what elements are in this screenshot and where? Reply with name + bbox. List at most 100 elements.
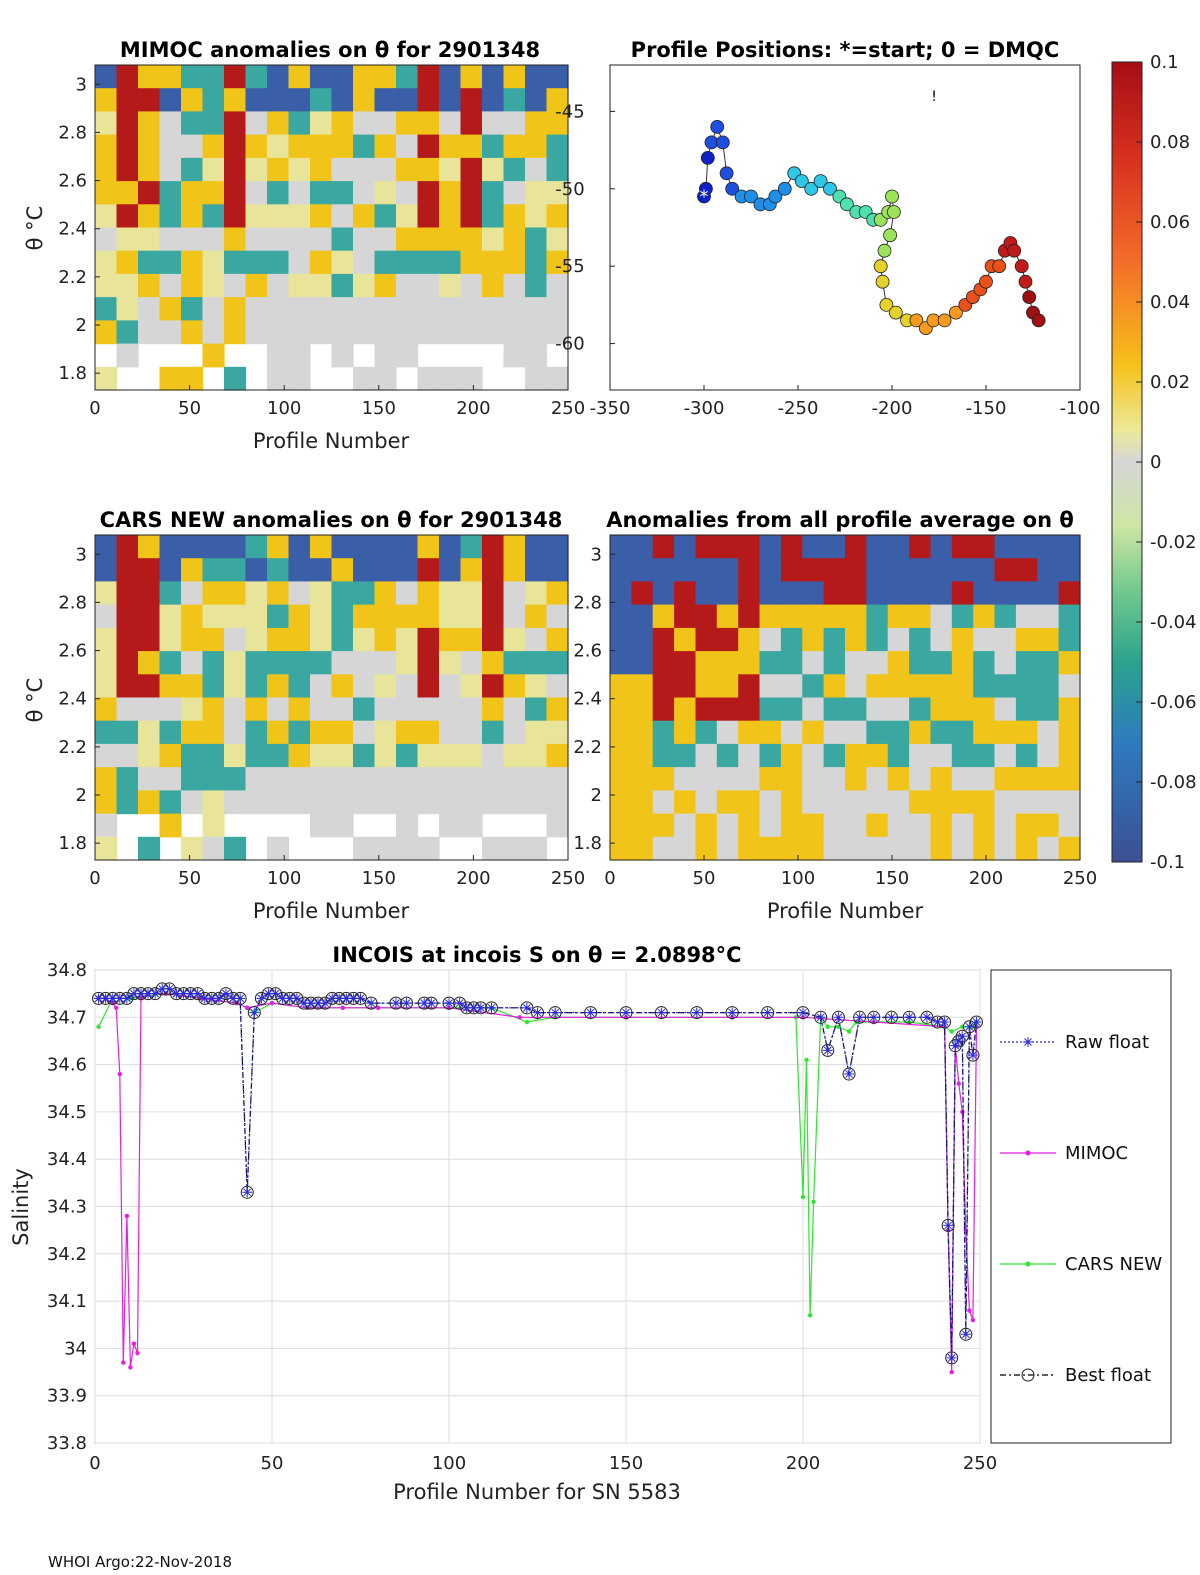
heat-cell bbox=[417, 697, 440, 722]
series-point bbox=[475, 1002, 486, 1013]
heat-cell bbox=[482, 320, 505, 345]
heat-cell bbox=[288, 767, 311, 791]
heat-cell bbox=[159, 813, 182, 838]
heat-cell bbox=[396, 65, 419, 89]
heat-cell bbox=[353, 581, 376, 606]
heat-cell bbox=[738, 674, 761, 699]
heat-cell bbox=[674, 790, 697, 815]
heat-cell bbox=[738, 790, 761, 815]
heat-cell bbox=[181, 320, 204, 345]
heat-cell bbox=[288, 366, 311, 391]
heat-cell bbox=[759, 813, 782, 838]
heat-cell bbox=[439, 627, 462, 652]
series-point bbox=[656, 1007, 667, 1018]
heat-cell bbox=[374, 366, 397, 391]
heat-cell bbox=[439, 790, 462, 815]
heat-cell bbox=[652, 813, 675, 838]
heat-cell bbox=[994, 674, 1017, 699]
heat-cell bbox=[202, 88, 225, 112]
mimoc-y-ticks: 1.8 2 2.2 2.4 2.6 2.8 3 bbox=[58, 74, 100, 384]
average-x-ticks: 0 50 100 150 200 250 bbox=[604, 855, 1097, 889]
series-point bbox=[815, 1012, 826, 1023]
heat-cell bbox=[288, 297, 311, 321]
heat-cell bbox=[288, 790, 311, 815]
heat-cell bbox=[374, 65, 397, 89]
heat-cell bbox=[610, 720, 632, 745]
heat-cell bbox=[652, 720, 675, 745]
heat-cell bbox=[439, 366, 462, 391]
heat-cell bbox=[674, 767, 697, 791]
series-point bbox=[242, 1187, 253, 1198]
heat-cell bbox=[310, 204, 333, 229]
heat-cell bbox=[631, 790, 654, 815]
heat-cell bbox=[267, 111, 290, 136]
y-tick-label: 34.8 bbox=[47, 960, 87, 981]
heat-cell bbox=[652, 790, 675, 815]
heat-cell bbox=[331, 204, 354, 229]
heat-cell bbox=[695, 651, 718, 675]
heat-cell bbox=[546, 790, 569, 815]
heat-cell bbox=[159, 111, 182, 136]
heat-cell bbox=[1058, 720, 1081, 745]
average-heatmap bbox=[610, 535, 1081, 861]
heat-cell bbox=[417, 720, 440, 745]
series-point bbox=[517, 1015, 522, 1020]
colorbar-tick-label: -0.02 bbox=[1150, 532, 1197, 553]
heat-cell bbox=[138, 204, 161, 229]
heat-cell bbox=[224, 250, 247, 275]
x-tick-label: 150 bbox=[875, 868, 909, 889]
heat-cell bbox=[245, 65, 268, 89]
heat-cell bbox=[503, 558, 526, 582]
heat-cell bbox=[994, 813, 1017, 838]
heat-cell bbox=[267, 366, 290, 391]
heat-cell bbox=[631, 558, 654, 582]
series-point bbox=[249, 1007, 260, 1018]
x-tick-label: 250 bbox=[963, 1453, 997, 1474]
heat-cell bbox=[546, 743, 569, 768]
heat-cell bbox=[759, 604, 782, 629]
heat-cell bbox=[374, 111, 397, 136]
colorbar-tick-label: 0.02 bbox=[1150, 372, 1190, 393]
heat-cell bbox=[866, 720, 889, 745]
y-tick-label: 34.6 bbox=[47, 1055, 87, 1076]
heat-cell bbox=[439, 273, 462, 298]
heat-cell bbox=[138, 273, 161, 298]
heat-cell bbox=[1037, 697, 1060, 722]
legend-marker bbox=[1025, 1261, 1031, 1267]
series-point bbox=[621, 1007, 631, 1018]
y-tick-label: -45 bbox=[555, 101, 584, 122]
heat-cell bbox=[396, 250, 419, 275]
heat-cell bbox=[460, 297, 483, 321]
heat-cell bbox=[845, 720, 867, 745]
heat-cell bbox=[802, 627, 825, 652]
heat-cell bbox=[525, 111, 548, 136]
series-point bbox=[117, 1071, 122, 1077]
footer-credit: WHOI Argo:22-Nov-2018 bbox=[48, 1553, 232, 1571]
heat-cell bbox=[116, 627, 139, 652]
heat-cell bbox=[759, 627, 782, 652]
heat-cell bbox=[652, 651, 675, 675]
colorbar-tick-label: -0.08 bbox=[1150, 772, 1197, 793]
heat-cell bbox=[674, 627, 697, 652]
heat-cell bbox=[482, 250, 505, 275]
heat-cell bbox=[288, 627, 311, 652]
profile-position-point bbox=[1031, 313, 1046, 328]
heat-cell bbox=[224, 297, 247, 321]
heat-cell bbox=[267, 581, 290, 606]
y-tick-label: 2.2 bbox=[58, 737, 87, 758]
heat-cell bbox=[802, 813, 825, 838]
heat-cell bbox=[802, 836, 825, 861]
heat-cell bbox=[267, 204, 290, 229]
heat-cell bbox=[417, 88, 440, 112]
heat-cell bbox=[546, 204, 569, 229]
heat-cell bbox=[546, 88, 569, 112]
profile-position-point bbox=[777, 181, 792, 196]
heat-cell bbox=[1058, 767, 1081, 791]
heat-cell bbox=[631, 604, 654, 629]
heat-cell bbox=[267, 674, 290, 699]
x-tick-label: 100 bbox=[267, 398, 301, 419]
series-point bbox=[366, 998, 377, 1009]
heat-cell bbox=[652, 604, 675, 629]
heat-cell bbox=[267, 836, 290, 861]
heat-cell bbox=[866, 767, 889, 791]
